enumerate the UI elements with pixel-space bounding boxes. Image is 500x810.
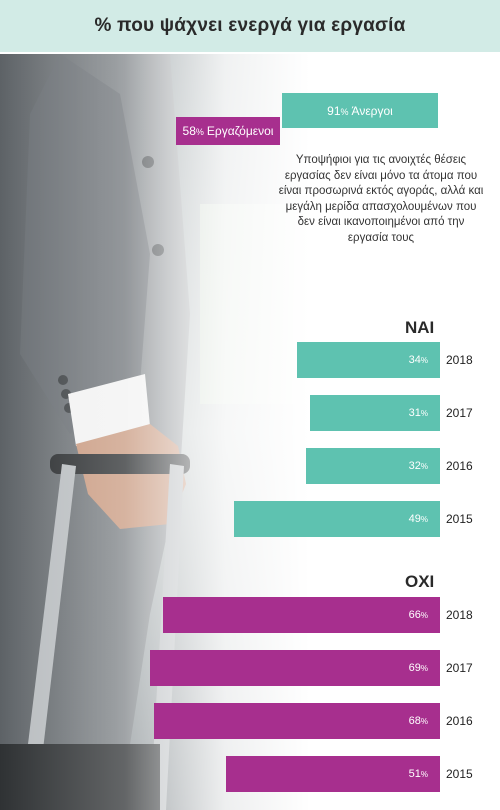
yes-bar-label-2017: 31% (408, 407, 428, 419)
no-bar-2016: 68% (154, 703, 440, 739)
no-year-label-2018: 2018 (446, 608, 473, 622)
yes-bar-2016: 32% (305, 448, 440, 484)
yes-bar-2015: 49% (234, 501, 440, 537)
page-title: % που ψάχνει ενεργά για εργασία (94, 15, 406, 36)
no-year-label-2016: 2016 (446, 714, 473, 728)
yes-year-label-2015: 2015 (446, 512, 473, 526)
yes-year-label-2016: 2016 (446, 459, 473, 473)
yes-bar-label-2016: 32% (408, 460, 428, 472)
no-bar-2015: 51% (225, 756, 440, 792)
unemployed-value: 91% (327, 103, 349, 118)
no-year-label-2015: 2015 (446, 767, 473, 781)
yes-year-label-2018: 2018 (446, 353, 473, 367)
no-bar-label-2015: 51% (408, 768, 428, 780)
employed-bar: 58% Εργαζόμενοι (176, 117, 280, 145)
employed-label: Εργαζόμενοι (206, 124, 274, 138)
yes-bar-2017: 31% (309, 395, 440, 431)
employed-value: 58% (182, 124, 204, 138)
yes-bar-label-2018: 34% (408, 354, 428, 366)
unemployed-label: Άνεργοι (351, 103, 393, 118)
no-bar-2017: 69% (150, 650, 440, 686)
yes-year-label-2017: 2017 (446, 406, 473, 420)
no-bar-2018: 66% (162, 597, 440, 633)
yes-bar-label-2015: 49% (408, 513, 428, 525)
no-bar-label-2017: 69% (408, 662, 428, 674)
title-bar: % που ψάχνει ενεργά για εργασία (0, 0, 500, 52)
unemployed-bar: 91% Άνεργοι (282, 93, 438, 128)
note-text: Υποψήφιοι για τις ανοιχτές θέσεις εργασί… (278, 154, 484, 244)
yes-section-title: ΝΑΙ (405, 318, 435, 337)
yes-bar-2018: 34% (297, 342, 440, 378)
no-bar-label-2016: 68% (408, 715, 428, 727)
no-bar-label-2018: 66% (408, 609, 428, 621)
no-year-label-2017: 2017 (446, 661, 473, 675)
no-section-title: ΟΧΙ (405, 572, 435, 591)
